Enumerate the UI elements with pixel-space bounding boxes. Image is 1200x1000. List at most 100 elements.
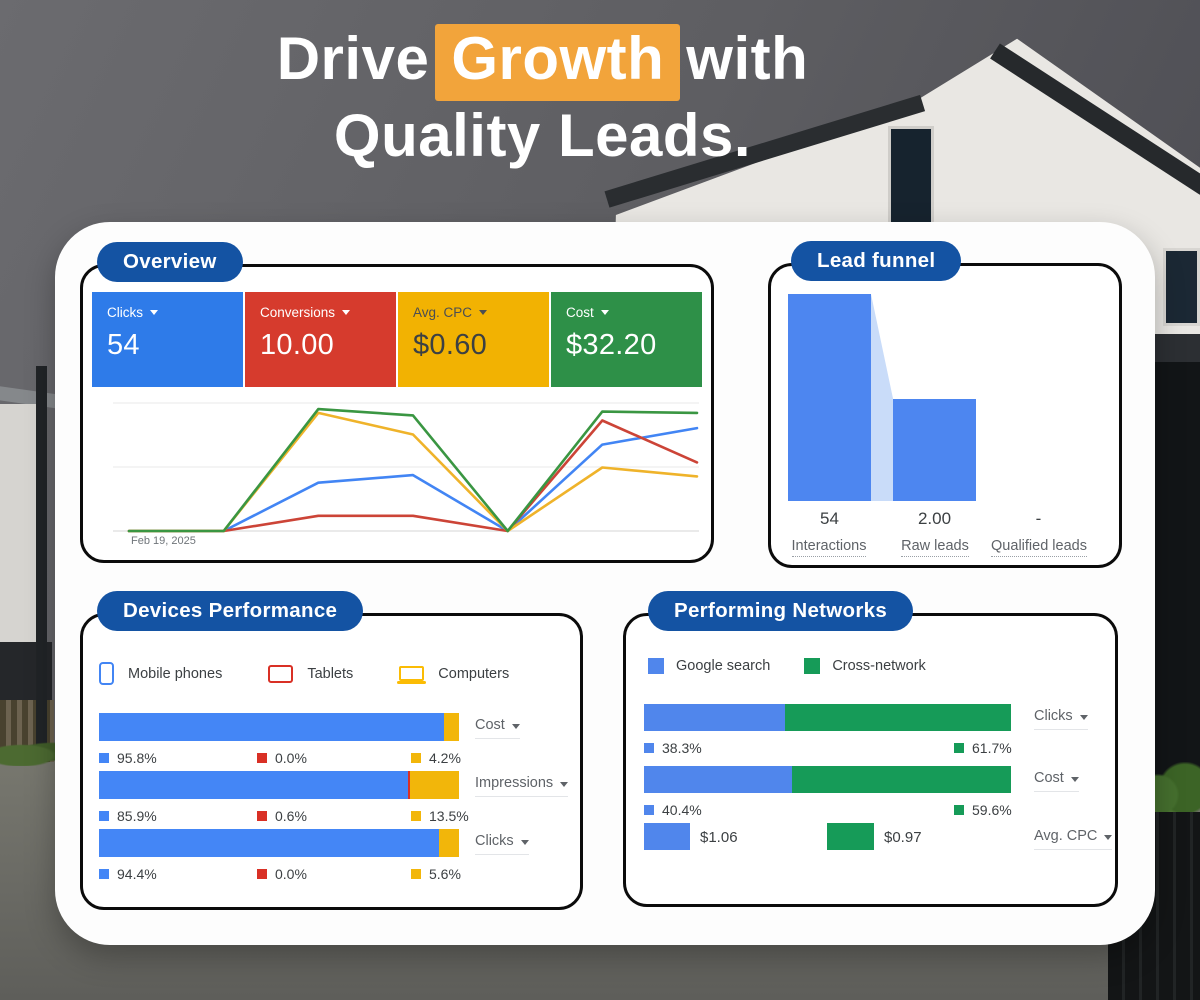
kpi-label-dropdown[interactable]: Conversions xyxy=(260,305,396,320)
funnel-stage-label[interactable]: Raw leads xyxy=(875,538,995,557)
dropdown-arrow-icon xyxy=(1079,715,1088,720)
kpi-row: Clicks 54 Conversions 10.00 Avg. CPC $0.… xyxy=(92,292,702,387)
funnel-bar-raw-leads xyxy=(893,398,976,501)
bar-segment-google-search xyxy=(644,704,785,731)
stat-value: 4.2% xyxy=(429,750,461,766)
legend-swatch xyxy=(99,869,109,879)
legend-swatch xyxy=(644,805,654,815)
title-line-1: Drive Growth with xyxy=(0,24,1085,101)
legend-swatch xyxy=(257,811,267,821)
dropdown-arrow-icon xyxy=(479,310,488,315)
devices-clicks-metric-dropdown[interactable]: Clicks xyxy=(475,833,529,855)
title-text: Drive xyxy=(276,25,430,92)
networks-clicks-bar xyxy=(644,704,1011,731)
bar-segment-computer xyxy=(438,829,459,857)
stat-value: 13.5% xyxy=(429,808,469,824)
stat-value: 61.7% xyxy=(972,740,1012,756)
devices-panel: Devices Performance Mobile phones Tablet… xyxy=(80,591,583,910)
devices-pill: Devices Performance xyxy=(97,591,364,631)
devices-impressions-bar xyxy=(99,771,459,799)
devices-cost-metric-dropdown[interactable]: Cost xyxy=(475,717,520,739)
networks-legend: Google search Cross-network xyxy=(648,658,926,674)
dropdown-arrow-icon xyxy=(150,310,158,315)
funnel-bars xyxy=(788,294,1098,501)
stat-value: 59.6% xyxy=(972,802,1012,818)
legend-swatch xyxy=(954,805,964,815)
kpi-value: 10.00 xyxy=(260,329,335,361)
dropdown-arrow-icon xyxy=(520,840,529,845)
networks-avg-cpc-metric-dropdown[interactable]: Avg. CPC xyxy=(1034,828,1113,850)
legend-swatch xyxy=(257,869,267,879)
bar-segment-computer xyxy=(443,713,459,741)
cpc-value-google-search: $1.06 xyxy=(700,829,738,846)
networks-pill: Performing Networks xyxy=(648,591,914,631)
devices-impressions-metric-dropdown[interactable]: Impressions xyxy=(475,775,569,797)
kpi-avg-cpc: Avg. CPC $0.60 xyxy=(398,292,549,387)
dropdown-arrow-icon xyxy=(560,782,569,787)
dropdown-arrow-icon xyxy=(342,310,351,315)
stat-value: 5.6% xyxy=(429,866,461,882)
stat-value: 0.0% xyxy=(275,750,307,766)
house-window xyxy=(1163,248,1200,326)
bar-segment-computer xyxy=(410,771,459,799)
bar-segment-tablet xyxy=(408,771,411,799)
networks-cost-bar xyxy=(644,766,1011,793)
devices-legend: Mobile phones Tablets Computers xyxy=(99,662,509,685)
stat-value: 85.9% xyxy=(117,808,157,824)
devices-cost-bar xyxy=(99,713,459,741)
bar-segment-cross-network xyxy=(784,704,1011,731)
dashboard-card: Overview Clicks 54 Conversions 10.00 Avg… xyxy=(55,222,1155,945)
legend-label: Google search xyxy=(676,658,771,674)
stat-value: 40.4% xyxy=(662,802,702,818)
title-text: with xyxy=(686,25,809,92)
legend-label: Tablets xyxy=(307,665,354,682)
legend-swatch xyxy=(411,869,421,879)
dropdown-arrow-icon xyxy=(511,724,520,729)
stat-value: 94.4% xyxy=(117,866,157,882)
legend-label: Mobile phones xyxy=(128,665,223,682)
stat-value: 38.3% xyxy=(662,740,702,756)
funnel-stage-label[interactable]: Qualified leads xyxy=(979,538,1099,557)
stat-value: 95.8% xyxy=(117,750,157,766)
networks-clicks-metric-dropdown[interactable]: Clicks xyxy=(1034,708,1088,730)
networks-cost-metric-dropdown[interactable]: Cost xyxy=(1034,770,1079,792)
trend-line-cost xyxy=(127,407,699,533)
kpi-label-dropdown[interactable]: Clicks xyxy=(107,305,243,320)
kpi-label-dropdown[interactable]: Cost xyxy=(566,305,702,320)
legend-swatch xyxy=(648,658,664,674)
funnel-value: 2.00 xyxy=(917,509,952,528)
dropdown-arrow-icon xyxy=(600,310,609,315)
funnel-stage-label[interactable]: Interactions xyxy=(769,538,889,557)
kpi-label-dropdown[interactable]: Avg. CPC xyxy=(413,305,549,320)
cpc-bar-google-search xyxy=(644,823,690,850)
bar-segment-google-search xyxy=(644,766,793,793)
legend-swatch xyxy=(804,658,821,674)
legend-swatch xyxy=(644,743,654,753)
devices-clicks-bar xyxy=(99,829,459,857)
funnel-connector xyxy=(871,294,893,501)
bar-segment-mobile xyxy=(99,829,439,857)
overview-pill: Overview xyxy=(97,242,243,282)
legend-swatch xyxy=(954,743,964,753)
bar-segment-mobile xyxy=(99,771,409,799)
trend-line-avg-cpc xyxy=(127,411,699,533)
kpi-conversions: Conversions 10.00 xyxy=(245,292,396,387)
laptop-icon xyxy=(397,666,427,684)
networks-panel: Performing Networks Google search Cross-… xyxy=(623,591,1118,907)
kpi-value: 54 xyxy=(107,329,140,361)
legend-swatch xyxy=(411,753,421,763)
overview-panel: Overview Clicks 54 Conversions 10.00 Avg… xyxy=(80,242,714,563)
lead-funnel-panel: Lead funnel 54 2.00 - Interactions Raw l… xyxy=(768,241,1122,568)
funnel-value: - xyxy=(1035,509,1042,528)
kpi-value: $0.60 xyxy=(413,329,488,361)
stat-value: 0.0% xyxy=(275,866,307,882)
phone-icon xyxy=(99,662,114,685)
lead-funnel-pill: Lead funnel xyxy=(791,241,962,281)
funnel-value: 54 xyxy=(820,509,839,528)
x-axis-date-label: Feb 19, 2025 xyxy=(131,535,196,547)
funnel-bar-interactions xyxy=(788,294,871,501)
overview-trend-svg: Feb 19, 2025 xyxy=(113,402,699,547)
dropdown-arrow-icon xyxy=(1070,777,1079,782)
kpi-clicks: Clicks 54 xyxy=(92,292,243,387)
legend-swatch xyxy=(257,753,267,763)
